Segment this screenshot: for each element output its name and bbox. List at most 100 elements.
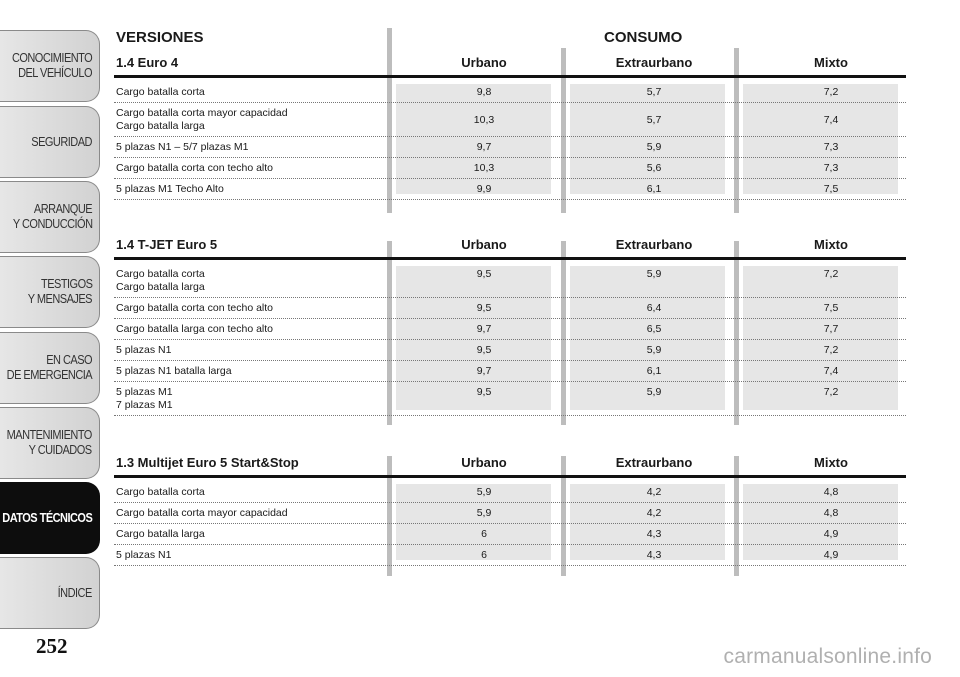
tab-seguridad[interactable]: SEGURIDAD bbox=[0, 106, 100, 178]
value-column-background bbox=[570, 484, 725, 560]
column-header: Mixto bbox=[814, 55, 848, 70]
consumption-value: 7,2 bbox=[823, 344, 839, 356]
row-label: Cargo batalla corta con techo alto bbox=[116, 302, 273, 315]
consumption-value: 6 bbox=[481, 549, 487, 561]
tab-label: MANTENIMIENTO bbox=[6, 428, 93, 442]
value-column-background bbox=[743, 266, 898, 410]
row-label-line: 5 plazas N1 – 5/7 plazas M1 bbox=[116, 141, 249, 153]
tab-label: DEL VEHÍCULO bbox=[18, 66, 92, 80]
consumption-value: 7,3 bbox=[823, 162, 839, 174]
consumption-value: 9,7 bbox=[476, 323, 492, 335]
consumption-value: 7,2 bbox=[823, 86, 839, 98]
page-number: 252 bbox=[36, 634, 68, 658]
consumption-value: 6,1 bbox=[646, 183, 662, 195]
consumption-value: 7,7 bbox=[823, 323, 839, 335]
section-header: 1.3 Multijet Euro 5 Start&Stop Urbano Extr… bbox=[114, 453, 906, 478]
table-row: Cargo batalla corta Cargo batalla larga 9,… bbox=[114, 264, 906, 298]
consumption-value: 4,3 bbox=[646, 549, 662, 561]
table-row: Cargo batalla larga 6 4,3 4,9 bbox=[114, 524, 906, 545]
tab-testigos[interactable]: TESTIGOS Y MENSAJES bbox=[0, 256, 100, 328]
column-header: Extraurbano bbox=[615, 237, 693, 252]
column-divider bbox=[734, 241, 739, 425]
tab-mantenimiento[interactable]: MANTENIMIENTO Y CUIDADOS bbox=[0, 407, 100, 479]
tab-label: EN CASO bbox=[46, 353, 92, 367]
consumption-value: 6 bbox=[481, 528, 487, 540]
consumption-value: 4,8 bbox=[823, 486, 839, 498]
row-label-line: 5 plazas M1 Techo Alto bbox=[116, 183, 224, 195]
row-label-line: 5 plazas M1 bbox=[116, 386, 173, 398]
consumption-value: 5,6 bbox=[646, 162, 662, 174]
consumption-value: 5,9 bbox=[476, 507, 492, 519]
consumption-value: 5,7 bbox=[646, 86, 662, 98]
versiones-heading: VERSIONES bbox=[116, 29, 204, 46]
row-label: Cargo batalla corta mayor capacidad Cargo… bbox=[116, 107, 288, 133]
tab-arranque[interactable]: ARRANQUE Y CONDUCCIÓN bbox=[0, 181, 100, 253]
consumption-value: 5,9 bbox=[646, 344, 662, 356]
consumo-heading: CONSUMO bbox=[604, 29, 683, 46]
row-label: 5 plazas N1 bbox=[116, 344, 171, 357]
consumption-value: 9,5 bbox=[476, 302, 492, 314]
table-row: Cargo batalla corta con techo alto 9,5 6,4… bbox=[114, 298, 906, 319]
section-1-3-multijet: 1.3 Multijet Euro 5 Start&Stop Urbano Extr… bbox=[114, 453, 906, 566]
consumption-value: 5,9 bbox=[646, 141, 662, 153]
row-label: 5 plazas N1 bbox=[116, 549, 171, 562]
column-divider bbox=[387, 28, 392, 213]
value-column-background bbox=[743, 484, 898, 560]
consumption-value: 4,2 bbox=[646, 486, 662, 498]
row-label: 5 plazas N1 batalla larga bbox=[116, 365, 232, 378]
consumption-value: 5,9 bbox=[476, 486, 492, 498]
row-label: Cargo batalla corta bbox=[116, 486, 205, 499]
consumption-value: 4,2 bbox=[646, 507, 662, 519]
section-title: 1.3 Multijet Euro 5 Start&Stop bbox=[116, 455, 299, 470]
value-column-background bbox=[396, 266, 551, 410]
tab-label: ARRANQUE bbox=[33, 202, 93, 216]
tab-datos-tecnicos[interactable]: DATOS TÉCNICOS bbox=[0, 482, 100, 554]
column-header: Mixto bbox=[814, 455, 848, 470]
consumption-value: 9,5 bbox=[476, 344, 492, 356]
row-label-line: Cargo batalla corta mayor capacidad bbox=[116, 507, 288, 519]
row-label-line: Cargo batalla larga con techo alto bbox=[116, 323, 274, 335]
tab-label: DE EMERGENCIA bbox=[6, 368, 93, 382]
column-divider bbox=[387, 456, 392, 576]
section-title: 1.4 T-JET Euro 5 bbox=[116, 237, 218, 252]
consumption-value: 9,8 bbox=[476, 86, 492, 98]
table-row: 5 plazas M1 7 plazas M1 9,5 5,9 7,2 bbox=[114, 382, 906, 416]
tab-label: Y MENSAJES bbox=[27, 292, 93, 306]
tab-label: DATOS TÉCNICOS bbox=[2, 510, 93, 525]
row-label-line: 5 plazas N1 bbox=[116, 344, 172, 356]
tab-conocimiento[interactable]: CONOCIMIENTO DEL VEHÍCULO bbox=[0, 30, 100, 102]
row-label: 5 plazas M1 7 plazas M1 bbox=[116, 386, 173, 412]
column-header: Urbano bbox=[461, 55, 507, 70]
table-row: Cargo batalla larga con techo alto 9,7 6,5… bbox=[114, 319, 906, 340]
column-divider bbox=[561, 456, 566, 576]
row-label: Cargo batalla corta con techo alto bbox=[116, 162, 273, 175]
consumption-value: 10,3 bbox=[473, 162, 495, 174]
row-label: Cargo batalla larga con techo alto bbox=[116, 323, 273, 336]
column-header: Mixto bbox=[814, 237, 848, 252]
consumption-value: 4,9 bbox=[823, 528, 839, 540]
row-label: Cargo batalla corta bbox=[116, 86, 205, 99]
consumption-value: 6,1 bbox=[646, 365, 662, 377]
consumption-value: 4,8 bbox=[823, 507, 839, 519]
column-header: Urbano bbox=[461, 237, 507, 252]
consumption-value: 6,5 bbox=[646, 323, 662, 335]
table-row: Cargo batalla corta 5,9 4,2 4,8 bbox=[114, 482, 906, 503]
tab-emergencia[interactable]: EN CASO DE EMERGENCIA bbox=[0, 332, 100, 404]
row-label-line: 5 plazas N1 bbox=[116, 549, 172, 561]
tab-label: Y CUIDADOS bbox=[29, 443, 93, 457]
row-label-line: Cargo batalla larga bbox=[116, 528, 205, 540]
row-label-line: Cargo batalla corta bbox=[116, 86, 205, 98]
section-1-4-euro-4: 1.4 Euro 4 Urbano Extraurbano Mixto Cargo ba… bbox=[114, 53, 906, 200]
consumption-value: 7,5 bbox=[823, 302, 839, 314]
consumption-value: 7,5 bbox=[823, 183, 839, 195]
consumption-value: 4,3 bbox=[646, 528, 662, 540]
consumption-value: 7,4 bbox=[823, 114, 839, 126]
table-row: Cargo batalla corta con techo alto 10,3 5,… bbox=[114, 158, 906, 179]
column-header: Urbano bbox=[461, 455, 507, 470]
consumption-value: 6,4 bbox=[646, 302, 662, 314]
tab-indice[interactable]: ÍNDICE bbox=[0, 557, 100, 629]
tab-label: Y CONDUCCIÓN bbox=[12, 217, 92, 231]
consumption-value: 5,7 bbox=[646, 114, 662, 126]
table-row: 5 plazas M1 Techo Alto 9,9 6,1 7,5 bbox=[114, 179, 906, 200]
section-header: 1.4 Euro 4 Urbano Extraurbano Mixto bbox=[114, 53, 906, 78]
